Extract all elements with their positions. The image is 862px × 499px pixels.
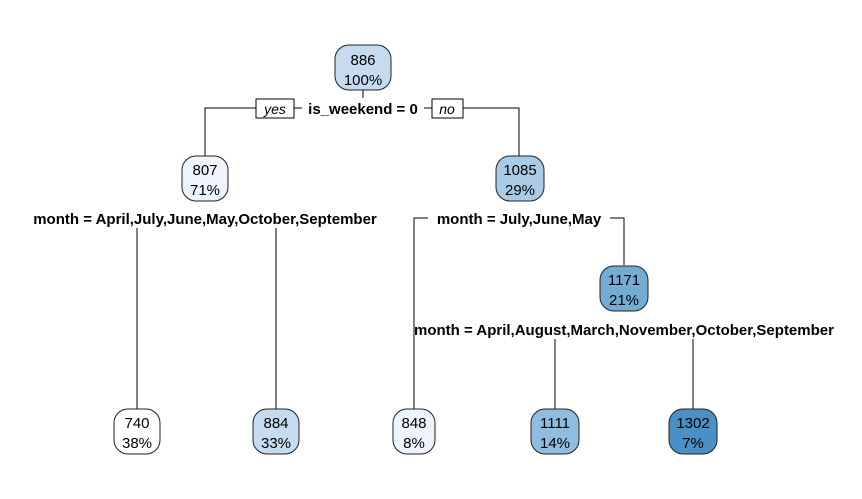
node-root-box — [334, 44, 392, 91]
root-split-label: is_weekend = 0 — [308, 101, 418, 118]
right-right-split-label: month = April,August,March,November,Octo… — [414, 322, 834, 339]
node-left-value: 807 — [192, 162, 217, 179]
leaf-4-value: 1111 — [540, 415, 570, 432]
right-split-label: month = July,June,May — [437, 211, 602, 228]
edge-right-rightright — [610, 217, 625, 265]
node-left-box — [181, 155, 229, 202]
node-left: 807 71% — [181, 155, 229, 202]
no-label-box — [431, 98, 464, 119]
leaf-5-percent: 7% — [682, 435, 704, 452]
node-root-percent: 100% — [344, 72, 382, 89]
leaf-2: 884 33% — [252, 408, 300, 455]
leaf-4-box — [530, 408, 580, 455]
node-right: 1085 29% — [495, 155, 545, 202]
leaf-1: 740 38% — [113, 408, 161, 455]
left-split-label: month = April,July,June,May,October,Sept… — [33, 211, 377, 228]
node-root-value: 886 — [350, 52, 375, 69]
leaf-5-value: 1302 — [676, 415, 709, 432]
root-split: yes is_weekend = 0 no — [255, 98, 464, 119]
node-root: 886 100% — [334, 44, 392, 91]
leaf-1-percent: 38% — [122, 435, 152, 452]
leaf-2-box — [252, 408, 300, 455]
leaf-2-percent: 33% — [261, 435, 291, 452]
leaf-3-box — [392, 408, 436, 455]
node-right-right-box — [599, 265, 649, 312]
node-right-value: 1085 — [503, 162, 536, 179]
node-left-percent: 71% — [190, 182, 220, 199]
edge-root-right — [463, 107, 520, 157]
node-right-right: 1171 21% — [599, 265, 649, 312]
leaf-5-box — [668, 408, 718, 455]
edge-right-leaf3 — [413, 217, 428, 410]
leaf-5: 1302 7% — [668, 408, 718, 455]
leaf-2-value: 884 — [263, 415, 288, 432]
node-right-right-value: 1171 — [608, 272, 640, 289]
no-label: no — [439, 101, 455, 117]
tree-edges — [136, 90, 694, 410]
leaf-3: 848 8% — [392, 408, 436, 455]
yes-label: yes — [263, 101, 286, 117]
node-right-percent: 29% — [505, 182, 535, 199]
leaf-3-percent: 8% — [403, 435, 425, 452]
edge-root-left — [204, 107, 256, 157]
leaf-1-value: 740 — [124, 415, 149, 432]
leaf-4-percent: 14% — [540, 435, 570, 452]
node-right-right-percent: 21% — [609, 292, 639, 309]
leaf-3-value: 848 — [401, 415, 426, 432]
leaf-1-box — [113, 408, 161, 455]
node-right-box — [495, 155, 545, 202]
leaf-4: 1111 14% — [530, 408, 580, 455]
